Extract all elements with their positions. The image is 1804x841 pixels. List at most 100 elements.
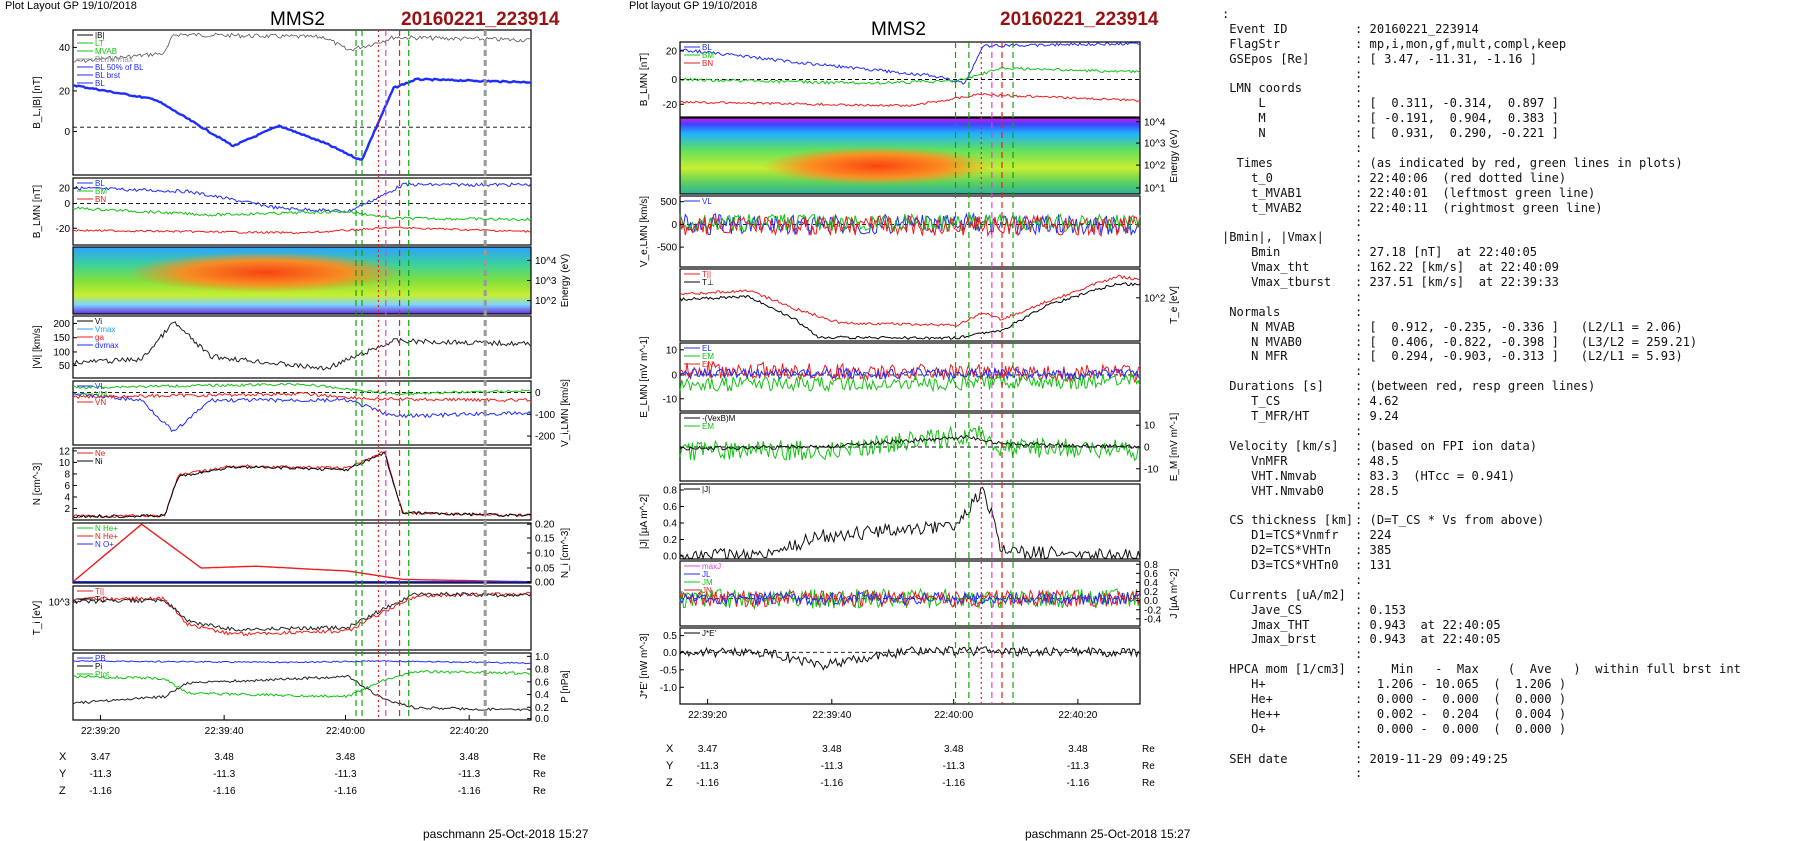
panel-ylabel: J*E' [nW m^-3]	[639, 633, 650, 699]
position-unit: Re	[533, 769, 546, 780]
legend-entry: maxJ	[702, 562, 721, 571]
summary-row: N MVAB: [ 0.912, -0.235, -0.336 ] (L2/L1…	[1222, 320, 1800, 335]
tick-label: 1.0	[535, 652, 549, 663]
panel-ylabel: |J| [µA m^-2]	[639, 494, 650, 549]
summary-row: T_MFR/HT: 9.24	[1222, 409, 1800, 424]
spectrogram-hot-region	[762, 146, 993, 185]
series-line	[679, 366, 1141, 381]
legend-entry: |J|	[702, 485, 710, 494]
position-value: -11.3	[1067, 761, 1089, 772]
legend-entry: BL brst	[95, 71, 121, 80]
summary-key: N MVAB0	[1222, 334, 1303, 349]
series-line	[679, 590, 1141, 607]
position-unit: Re	[533, 786, 546, 797]
summary-key: Times	[1222, 155, 1273, 170]
panel-ylabel: E_M [mV m^-1]	[1169, 412, 1180, 481]
right-layout-label: Plot layout GP 19/10/2018	[629, 0, 758, 12]
summary-row: t_MVAB1: 22:40:01 (leftmost green line)	[1222, 186, 1800, 201]
summary-value: :	[1355, 230, 1363, 245]
summary-row: :	[1222, 7, 1800, 22]
tick-label: 200	[53, 319, 70, 330]
summary-key: T_CS	[1222, 394, 1281, 409]
tick-label: 0.8	[1144, 560, 1158, 571]
position-value: -11.3	[943, 761, 965, 772]
tick-label: 0.6	[1144, 569, 1158, 580]
summary-key: N	[1222, 126, 1266, 141]
tick-label: 0.4	[663, 519, 677, 530]
summary-value: : 0.000 - 0.000 ( 0.000 )	[1355, 721, 1567, 736]
position-value: 3.47	[698, 744, 718, 755]
series-line	[72, 226, 532, 235]
position-value: 3.48	[459, 752, 479, 763]
series-line	[72, 670, 532, 699]
summary-key: Jave_CS	[1222, 602, 1303, 617]
tick-label: 0.2	[663, 535, 677, 546]
series-line	[679, 66, 1141, 85]
summary-row: :	[1222, 215, 1800, 230]
time-tick-label: 22:40:00	[934, 710, 973, 721]
summary-value: :	[1355, 289, 1363, 304]
summary-row: Jave_CS: 0.153	[1222, 603, 1800, 618]
series-line	[72, 523, 531, 583]
series-line	[72, 451, 532, 519]
legend-entry: JM	[702, 578, 713, 587]
legend-entry: |B|	[95, 31, 105, 40]
summary-row: CS thickness [km]: (D=T_CS * Vs from abo…	[1222, 513, 1800, 528]
legend-entry: VL	[702, 197, 712, 206]
tick-label: 0.0	[1144, 596, 1158, 607]
summary-row: HPCA mom [1/cm3]: Min - Max ( Ave ) with…	[1222, 662, 1800, 677]
series-line	[679, 212, 1141, 233]
panel-ylabel: |Vi| [km/s]	[32, 325, 43, 369]
legend-entry: EM	[702, 422, 714, 431]
summary-key: D2=TCS*VHTn	[1222, 543, 1332, 558]
summary-value: : 131	[1355, 557, 1392, 572]
legend-entry: Vi	[95, 317, 102, 326]
tick-label: 0	[64, 199, 70, 210]
plot-panel: E_M [mV m^-1] 10 0 -10 -(VexB)MEM	[679, 412, 1180, 482]
legend-entry: BL	[702, 43, 712, 52]
summary-value: : 0.943 at 22:40:05	[1355, 617, 1501, 632]
summary-value: : 224	[1355, 528, 1392, 543]
position-value: -1.16	[1067, 778, 1090, 789]
position-value: -11.3	[821, 761, 843, 772]
summary-key: VnMFR	[1222, 453, 1288, 468]
panel-frame	[679, 117, 1141, 195]
plot-panel: V_e,LMN [km/s] 500 0 -500 VL	[639, 195, 1141, 268]
tick-label: -20	[56, 224, 71, 235]
tick-label: -1.0	[660, 683, 678, 694]
summary-row: :	[1222, 364, 1800, 379]
series-line	[679, 434, 1141, 451]
summary-value: : (D=T_CS * Vs from above)	[1355, 513, 1545, 528]
legend-entry: dvmax	[95, 341, 119, 350]
legend-entry: EM	[702, 352, 714, 361]
summary-key: O+	[1222, 721, 1266, 736]
series-line	[72, 321, 532, 371]
summary-key: GSEpos [Re]	[1222, 51, 1310, 66]
summary-key: He++	[1222, 706, 1281, 721]
right-event-title: 20160221_223914	[1000, 9, 1159, 30]
summary-value: : 22:40:11 (rightmost green line)	[1355, 200, 1603, 215]
summary-value: : 22:40:06 (red dotted line)	[1355, 170, 1567, 185]
summary-key: VHT.Nmvab0	[1222, 483, 1324, 498]
tick-label: 0	[671, 220, 677, 231]
tick-label: 10^4	[535, 256, 557, 267]
summary-row: t_0: 22:40:06 (red dotted line)	[1222, 171, 1800, 186]
legend-entry: VM	[95, 390, 107, 399]
panel-ylabel: B_LMN [nT]	[32, 185, 43, 239]
summary-value: : 9.24	[1355, 409, 1399, 424]
summary-row: :	[1222, 737, 1800, 752]
series-line	[72, 674, 532, 712]
tick-label: -10	[663, 394, 678, 405]
panel-frame	[72, 29, 532, 176]
panel-ylabel: T_e [eV]	[1169, 286, 1180, 324]
summary-row: T_CS: 4.62	[1222, 394, 1800, 409]
legend-entry: VL	[95, 382, 105, 391]
summary-value: : (as indicated by red, green lines in p…	[1355, 155, 1683, 170]
tick-label: -0.2	[1144, 605, 1162, 616]
tick-label: 0	[535, 388, 541, 399]
tick-label: -20	[663, 100, 678, 111]
